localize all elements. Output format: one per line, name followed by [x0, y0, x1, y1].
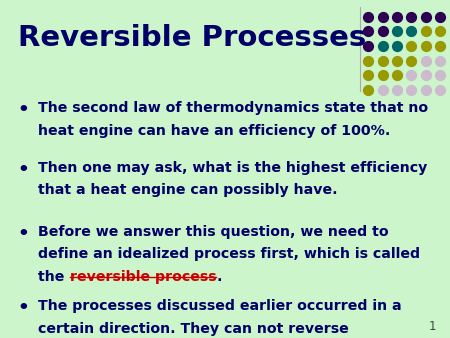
Point	[364, 29, 372, 34]
Text: heat engine can have an efficiency of 100%.: heat engine can have an efficiency of 10…	[38, 124, 391, 138]
Point	[364, 58, 372, 63]
Point	[393, 58, 400, 63]
Point	[408, 29, 415, 34]
Point	[364, 43, 372, 49]
Point	[379, 43, 386, 49]
Point	[436, 72, 444, 78]
Point	[408, 43, 415, 49]
Text: reversible process: reversible process	[69, 270, 216, 284]
Point	[422, 72, 429, 78]
Point	[379, 58, 386, 63]
Point	[436, 87, 444, 92]
Point	[379, 14, 386, 20]
Point	[393, 87, 400, 92]
Point	[436, 58, 444, 63]
Text: Before we answer this question, we need to: Before we answer this question, we need …	[38, 225, 389, 239]
Point	[393, 43, 400, 49]
Point	[422, 43, 429, 49]
Point	[393, 14, 400, 20]
Point	[364, 87, 372, 92]
Point	[436, 43, 444, 49]
Point	[422, 58, 429, 63]
Text: The processes discussed earlier occurred in a: The processes discussed earlier occurred…	[38, 299, 402, 313]
Point	[408, 58, 415, 63]
Text: certain direction. They can not reverse: certain direction. They can not reverse	[38, 322, 349, 336]
Text: that a heat engine can possibly have.: that a heat engine can possibly have.	[38, 183, 338, 197]
Point	[364, 14, 372, 20]
Point	[408, 72, 415, 78]
Point	[422, 87, 429, 92]
Text: The second law of thermodynamics state that no: The second law of thermodynamics state t…	[38, 101, 428, 115]
Point	[379, 29, 386, 34]
Text: Reversible Processes: Reversible Processes	[18, 24, 366, 52]
Text: define an idealized process first, which is called: define an idealized process first, which…	[38, 247, 420, 261]
Point	[422, 29, 429, 34]
Point	[379, 87, 386, 92]
Text: •: •	[17, 299, 29, 317]
Text: •: •	[17, 161, 29, 178]
Text: •: •	[17, 225, 29, 243]
Point	[422, 14, 429, 20]
Text: Then one may ask, what is the highest efficiency: Then one may ask, what is the highest ef…	[38, 161, 428, 174]
Point	[393, 72, 400, 78]
Point	[408, 87, 415, 92]
Point	[436, 29, 444, 34]
Point	[408, 14, 415, 20]
Point	[436, 14, 444, 20]
Text: •: •	[17, 101, 29, 119]
Text: the: the	[38, 270, 69, 284]
Text: .: .	[216, 270, 221, 284]
Point	[393, 29, 400, 34]
Point	[379, 72, 386, 78]
Point	[364, 72, 372, 78]
Text: 1: 1	[429, 320, 436, 333]
